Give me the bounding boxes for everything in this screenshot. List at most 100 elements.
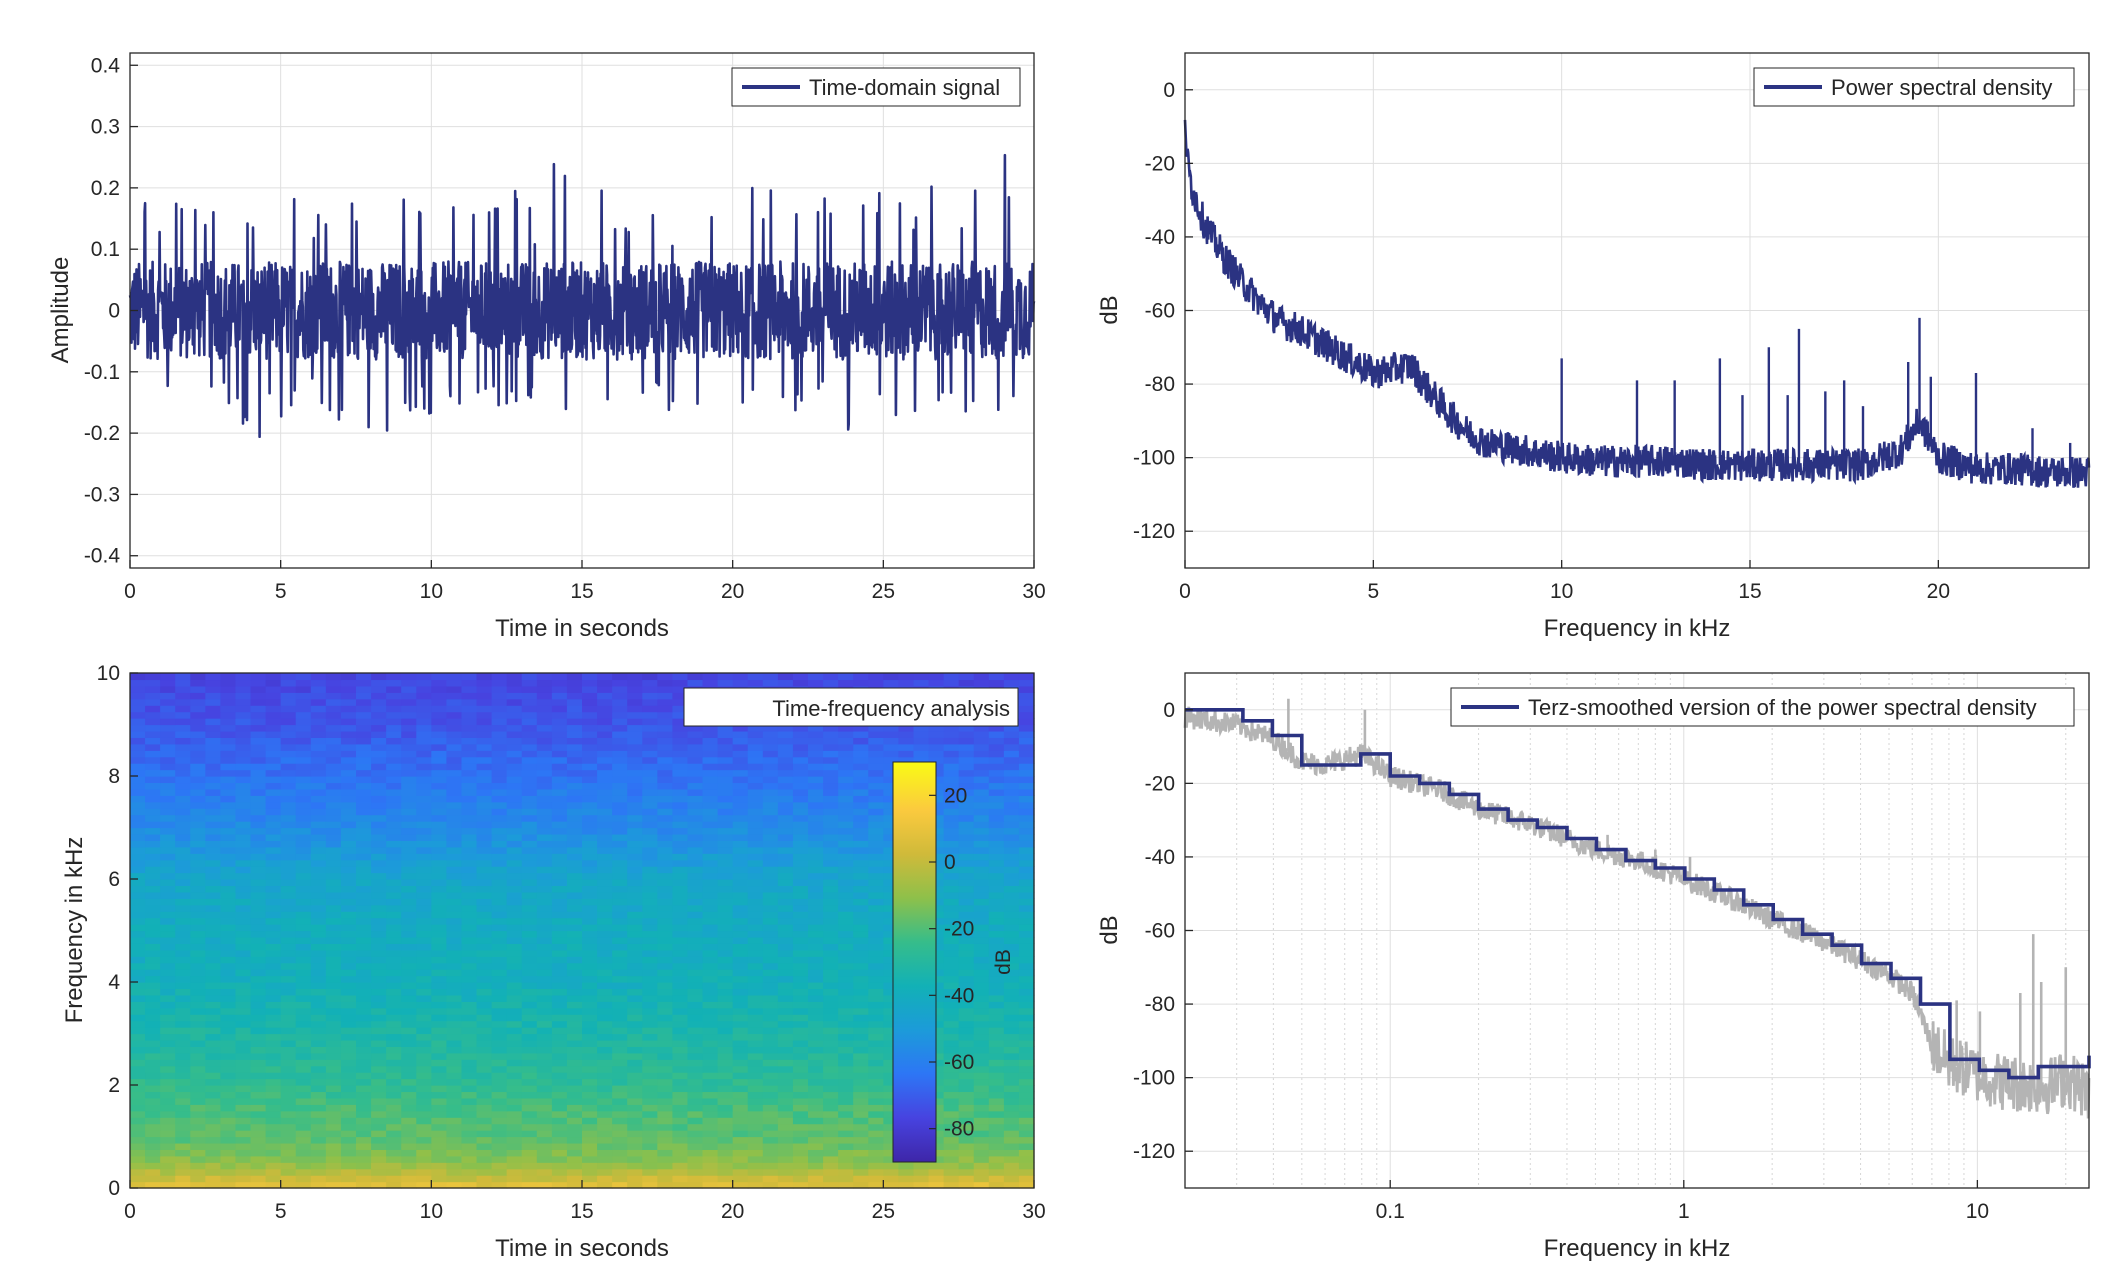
heatmap-cell bbox=[657, 1091, 673, 1099]
heatmap-cell bbox=[702, 988, 719, 996]
heatmap-cell bbox=[521, 917, 538, 925]
heatmap-cell bbox=[958, 943, 975, 951]
heatmap-cell bbox=[145, 1130, 161, 1138]
heatmap-cell bbox=[928, 1175, 945, 1183]
heatmap-cell bbox=[476, 685, 493, 693]
heatmap-cell bbox=[295, 1027, 312, 1035]
heatmap-cell bbox=[205, 724, 221, 732]
heatmap-cell bbox=[808, 1130, 824, 1138]
heatmap-cell bbox=[747, 827, 764, 835]
heatmap-cell bbox=[612, 846, 628, 854]
heatmap-cell bbox=[220, 1007, 237, 1015]
heatmap-cell bbox=[762, 1097, 779, 1105]
heatmap-cell bbox=[657, 743, 673, 751]
heatmap-cell bbox=[461, 795, 478, 803]
heatmap-cell bbox=[446, 782, 463, 790]
heatmap-cell bbox=[145, 988, 161, 996]
heatmap-cell bbox=[732, 1104, 749, 1112]
heatmap-cell bbox=[612, 782, 628, 790]
heatmap-cell bbox=[1003, 1175, 1020, 1183]
heatmap-cell bbox=[386, 1078, 402, 1086]
heatmap-cell bbox=[627, 840, 643, 848]
heatmap-cell bbox=[265, 1014, 282, 1022]
heatmap-cell bbox=[461, 808, 478, 816]
heatmap-cell bbox=[340, 673, 357, 681]
heatmap-cell bbox=[386, 1007, 402, 1015]
heatmap-cell bbox=[687, 859, 704, 867]
heatmap-cell bbox=[175, 840, 191, 848]
heatmap-cell bbox=[340, 911, 357, 919]
heatmap-cell bbox=[476, 975, 493, 983]
heatmap-cell bbox=[883, 1136, 899, 1144]
heatmap-cell bbox=[582, 750, 598, 758]
colorbar-tick-label: -60 bbox=[944, 1051, 974, 1074]
heatmap-cell bbox=[325, 814, 342, 822]
heatmap-cell bbox=[371, 1027, 387, 1035]
heatmap-cell bbox=[280, 1136, 297, 1144]
heatmap-cell bbox=[521, 1162, 538, 1170]
heatmap-cell bbox=[536, 833, 553, 841]
heatmap-cell bbox=[612, 814, 628, 822]
heatmap-cell bbox=[732, 898, 749, 906]
heatmap-cell bbox=[280, 1162, 297, 1170]
heatmap-cell bbox=[657, 1007, 673, 1015]
heatmap-cell bbox=[491, 1085, 508, 1093]
heatmap-cell bbox=[250, 685, 267, 693]
heatmap-cell bbox=[190, 763, 206, 771]
heatmap-cell bbox=[295, 1168, 312, 1176]
heatmap-cell bbox=[747, 917, 764, 925]
heatmap-cell bbox=[747, 821, 764, 829]
heatmap-cell bbox=[1003, 808, 1020, 816]
heatmap-cell bbox=[280, 975, 297, 983]
heatmap-cell bbox=[506, 982, 523, 990]
heatmap-cell bbox=[808, 1104, 824, 1112]
heatmap-cell bbox=[536, 698, 553, 706]
heatmap-cell bbox=[476, 1168, 493, 1176]
heatmap-cell bbox=[687, 962, 704, 970]
heatmap-cell bbox=[642, 711, 658, 719]
heatmap-cell bbox=[325, 776, 342, 784]
heatmap-cell bbox=[431, 911, 447, 919]
heatmap-cell bbox=[988, 1117, 1005, 1125]
heatmap-cell bbox=[205, 917, 221, 925]
heatmap-cell bbox=[777, 1046, 794, 1054]
heatmap-cell bbox=[160, 1168, 176, 1176]
heatmap-cell bbox=[536, 962, 553, 970]
heatmap-cell bbox=[988, 943, 1005, 951]
heatmap-cell bbox=[506, 730, 523, 738]
heatmap-cell bbox=[175, 853, 191, 861]
heatmap-cell bbox=[310, 1001, 327, 1009]
heatmap-cell bbox=[973, 679, 990, 687]
heatmap-cell bbox=[777, 1110, 794, 1118]
heatmap-cell bbox=[928, 756, 945, 764]
heatmap-cell bbox=[597, 1065, 613, 1073]
heatmap-cell bbox=[717, 898, 734, 906]
heatmap-cell bbox=[536, 711, 553, 719]
heatmap-cell bbox=[687, 679, 704, 687]
heatmap-cell bbox=[506, 1168, 523, 1176]
heatmap-cell bbox=[838, 930, 854, 938]
heatmap-cell bbox=[717, 788, 734, 796]
heatmap-cell bbox=[325, 1059, 342, 1067]
heatmap-cell bbox=[792, 1181, 809, 1189]
heatmap-cell bbox=[401, 1065, 417, 1073]
heatmap-cell bbox=[566, 692, 583, 700]
heatmap-cell bbox=[582, 685, 598, 693]
heatmap-cell bbox=[235, 1078, 252, 1086]
heatmap-cell bbox=[446, 924, 463, 932]
heatmap-cell bbox=[551, 1014, 568, 1022]
heatmap-cell bbox=[1018, 988, 1035, 996]
heatmap-cell bbox=[190, 853, 206, 861]
heatmap-cell bbox=[988, 724, 1005, 732]
heatmap-cell bbox=[280, 705, 297, 713]
heatmap-cell bbox=[853, 1020, 869, 1028]
heatmap-cell bbox=[642, 1033, 658, 1041]
heatmap-cell bbox=[717, 743, 734, 751]
heatmap-cell bbox=[777, 1168, 794, 1176]
heatmap-cell bbox=[792, 1168, 809, 1176]
heatmap-cell bbox=[310, 730, 327, 738]
heatmap-cell bbox=[386, 949, 402, 957]
heatmap-cell bbox=[536, 1110, 553, 1118]
heatmap-cell bbox=[145, 904, 161, 912]
heatmap-cell bbox=[657, 885, 673, 893]
